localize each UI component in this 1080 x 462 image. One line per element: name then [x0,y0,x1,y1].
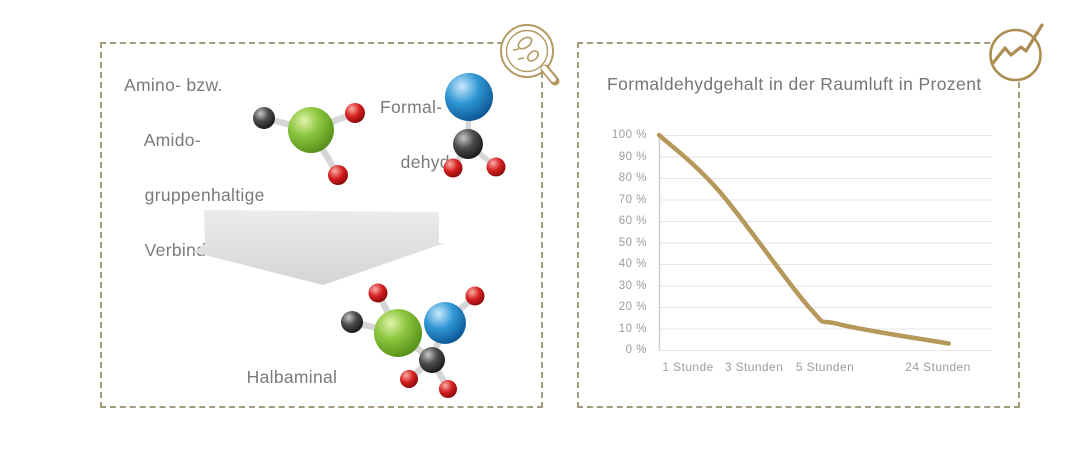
x-axis-tick-label: 3 Stunden [724,360,784,374]
trend-chart-icon [989,23,1044,82]
chart-title: Formaldehydgehalt in der Raumluft in Pro… [607,74,982,95]
magnifier-handle [540,64,560,86]
black-atom [419,347,445,373]
red-atom [400,370,418,388]
reactant-label-line3: gruppenhaltige [144,185,265,205]
lens-outer-ring [500,24,554,78]
reactant-label: Amino- bzw. Amido- gruppenhaltige Verbin… [124,72,265,292]
red-atom [486,157,506,177]
y-axis-tick-label: 100 % [611,129,647,141]
y-axis-tick-label: 80 % [618,172,647,184]
y-axis-tick-label: 60 % [618,215,647,227]
reaction-arrow [193,210,445,285]
y-axis-tick-label: 10 % [618,322,647,335]
blue-atom [424,302,466,344]
down-arrow-shape [193,210,445,285]
red-atom [345,103,365,123]
icon-circle [989,28,1042,82]
y-axis-tick-label: 30 % [618,279,647,292]
red-atom [328,165,348,185]
chart-grid [659,135,992,351]
formaldehyde-label: Formal- dehyd [380,94,450,204]
x-axis-tick-label: 5 Stunden [795,360,855,374]
x-axis-tick-label: 24 Stunden [905,360,971,374]
green-atom [288,107,334,153]
red-atom [368,283,388,303]
reaction-panel: Amino- bzw. Amido- gruppenhaltige Verbin… [100,42,543,408]
formaldehyde-label-line2: dehyd [400,152,450,172]
y-axis-tick-label: 50 % [618,236,647,249]
black-atom [341,311,363,333]
blue-atom [445,73,493,121]
y-axis-tick-label: 20 % [618,301,647,313]
product-label-text: Halbaminal [246,366,338,387]
reactant-label-line2: Amido- [143,130,201,150]
chart-title-text: Formaldehydgehalt in der Raumluft in Pro… [607,74,982,94]
amine-molecule-illustration [253,103,365,185]
red-atom [443,158,463,178]
molecules-in-lens [512,36,540,62]
red-atom [439,380,457,398]
trend-line [656,132,951,346]
red-atom [465,286,485,306]
y-axis-tick-label: 0 % [625,344,647,356]
chart-panel: Formaldehydgehalt in der Raumluft in Pro… [577,42,1020,408]
formaldehyde-label-line1: Formal- [380,97,443,117]
black-atom [453,129,483,159]
zigzag-trend-line [991,23,1044,65]
y-axis-tick-label: 70 % [618,193,647,206]
chart-plot-area [656,132,992,351]
lens-inner-ring [505,29,549,73]
green-atom [374,309,422,357]
formaldehyde-molecule-illustration [443,73,506,178]
product-label: Halbaminal [226,336,337,419]
halbaminal-molecule-illustration [341,283,485,398]
reactant-label-line1: Amino- bzw. [124,75,223,95]
y-axis-tick-label: 40 % [618,258,647,270]
y-axis-tick-label: 90 % [618,150,647,163]
x-axis-tick-label: 1 Stunde [662,360,714,374]
magnifier-molecules-icon [500,24,560,86]
black-atom [253,107,275,129]
